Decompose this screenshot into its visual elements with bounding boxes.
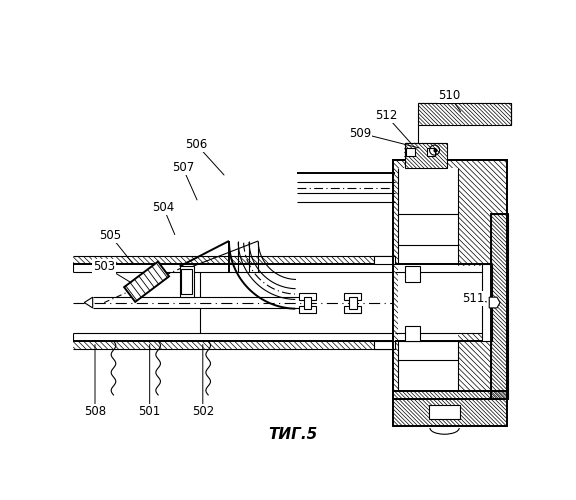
Bar [418,103,511,124]
Bar [180,266,194,297]
Bar [406,148,415,156]
Bar [393,391,507,426]
Bar [344,306,361,312]
Text: 503: 503 [93,260,115,273]
Bar [299,294,316,300]
Bar [374,341,395,349]
Text: 512: 512 [375,109,397,122]
Text: 507: 507 [172,162,194,174]
Bar [404,266,420,282]
Text: 508: 508 [84,404,106,417]
Bar [482,264,492,341]
Bar [404,326,420,341]
Bar [181,270,192,294]
Bar [429,405,460,419]
Bar [349,297,357,308]
Bar [393,160,507,399]
Text: 502: 502 [192,404,214,417]
Bar [404,143,447,168]
Text: 509: 509 [350,126,372,140]
Text: 511: 511 [462,292,484,305]
Text: ΤИГ.5: ΤИГ.5 [268,428,317,442]
Bar [491,214,507,399]
Bar [393,160,507,399]
Bar [374,256,395,264]
Text: 501: 501 [139,404,161,417]
Bar [304,297,312,308]
Text: 504: 504 [153,202,175,214]
Text: 505: 505 [99,229,122,242]
Polygon shape [84,297,93,308]
Bar [344,294,361,300]
Bar [427,148,435,156]
Bar [399,168,458,391]
Polygon shape [489,297,500,308]
Text: 510: 510 [438,89,460,102]
Bar [399,266,498,334]
Bar [491,214,507,399]
Polygon shape [124,262,169,302]
Bar [299,306,316,312]
Text: 506: 506 [185,138,208,151]
